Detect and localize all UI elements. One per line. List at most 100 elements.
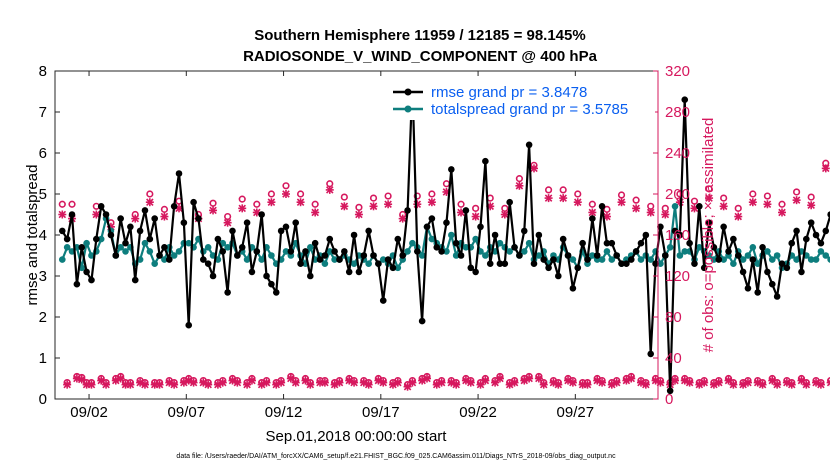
totalspread-point — [170, 252, 178, 259]
obs-assimilated-point — [515, 181, 524, 190]
obs-assimilated-point — [160, 212, 169, 221]
rmse-point — [623, 260, 630, 268]
rmse-point — [666, 387, 674, 395]
rmse-point — [705, 219, 713, 226]
rmse-point — [438, 248, 445, 255]
obs-possible-point — [413, 192, 421, 200]
rmse-point — [584, 256, 591, 263]
obs-possible-point — [792, 188, 801, 196]
obs-assimilated-point — [685, 378, 694, 387]
obs-assimilated-point — [189, 378, 198, 387]
obs-assimilated-point — [802, 380, 811, 389]
totalspread-point — [331, 256, 338, 263]
obs-possible-point — [705, 185, 713, 193]
obs-possible-point — [515, 175, 524, 183]
rmse-point — [151, 215, 158, 222]
rmse-point — [170, 203, 178, 210]
y-tick-label: 5 — [39, 186, 47, 203]
totalspread-point — [739, 256, 747, 263]
y-tick-label: 6 — [39, 145, 47, 162]
series-lines — [58, 80, 830, 395]
obs-assimilated-point — [719, 202, 728, 211]
totalspread-point — [428, 235, 436, 243]
obs-assimilated-point — [223, 218, 232, 227]
rmse-point — [700, 264, 708, 272]
obs-possible-point — [340, 193, 348, 201]
obs-assimilated-point — [423, 374, 432, 383]
totalspread-point — [817, 248, 825, 255]
obs-possible-point — [369, 194, 378, 202]
obs-assimilated-point — [457, 208, 466, 217]
obs-assimilated-point — [340, 202, 349, 211]
obs-assimilated-point — [700, 378, 709, 387]
rmse-point — [730, 235, 737, 243]
rmse-point — [78, 244, 86, 251]
totalspread-point — [608, 256, 616, 263]
rmse-point — [185, 321, 193, 329]
obs-possible-point — [296, 190, 305, 198]
rmse-point — [793, 227, 800, 235]
obs-possible-point — [690, 197, 699, 205]
obs-possible-point — [588, 200, 596, 208]
obs-possible-point — [763, 192, 772, 200]
obs-assimilated-point — [705, 194, 714, 203]
obs-assimilated-point — [218, 378, 227, 387]
rmse-point — [467, 264, 475, 272]
rmse-point — [564, 252, 572, 259]
rmse-point — [511, 244, 518, 251]
obs-assimilated-point — [598, 378, 607, 387]
totalspread-point — [365, 260, 372, 268]
totalspread-point — [404, 248, 411, 255]
totalspread-point — [710, 256, 718, 263]
obs-assimilated-point — [583, 380, 592, 389]
rmse-point — [744, 285, 752, 292]
totalspread-point — [754, 260, 761, 268]
rmse-point — [394, 235, 402, 243]
obs-assimilated-point — [247, 376, 256, 385]
obs-assimilated-point — [267, 198, 276, 207]
obs-possible-point — [311, 200, 319, 208]
rmse-point — [627, 256, 635, 263]
rmse-point — [107, 231, 115, 239]
rmse-point — [686, 239, 693, 247]
obs-possible-point — [807, 193, 815, 201]
rmse-point — [175, 170, 183, 177]
rmse-point — [807, 219, 815, 226]
obs-assimilated-point — [568, 378, 577, 387]
totalspread-point — [793, 256, 800, 263]
x-tick-label: 09/07 — [168, 404, 206, 421]
totalspread-point — [535, 252, 543, 259]
chart-subtitle: RADIOSONDE_V_WIND_COMPONENT @ 400 hPa — [243, 48, 598, 65]
obs-assimilated-point — [661, 210, 670, 219]
totalspread-point — [749, 244, 757, 251]
rmse-point — [321, 252, 329, 259]
rmse-point — [326, 235, 334, 243]
rmse-point — [156, 252, 163, 259]
totalspread-point — [350, 260, 358, 268]
obs-assimilated-point — [500, 210, 509, 219]
y2-tick-label: 200 — [665, 186, 690, 203]
obs-assimilated-point — [729, 380, 738, 389]
rmse-point — [68, 211, 76, 218]
rmse-point — [579, 239, 586, 247]
rmse-point — [112, 252, 120, 259]
rmse-point — [812, 231, 820, 239]
rmse-point — [764, 268, 771, 276]
obs-assimilated-point — [588, 208, 597, 217]
y2-tick-label: 240 — [665, 145, 690, 162]
totalspread-point — [472, 235, 479, 243]
rmse-point — [739, 268, 747, 276]
obs-assimilated-point — [398, 214, 407, 223]
totalspread-point — [394, 264, 402, 272]
obs-assimilated-point — [627, 374, 636, 383]
obs-assimilated-point — [262, 378, 271, 387]
totalspread-point — [598, 256, 606, 263]
rmse-point — [506, 198, 513, 206]
obs-assimilated-point — [544, 194, 553, 203]
totalspread-point — [720, 256, 727, 263]
obs-assimilated-point — [427, 198, 436, 207]
rmse-point — [200, 256, 207, 263]
obs-possible-point — [457, 200, 465, 208]
rmse-point — [462, 207, 470, 214]
obs-possible-point — [749, 190, 757, 198]
